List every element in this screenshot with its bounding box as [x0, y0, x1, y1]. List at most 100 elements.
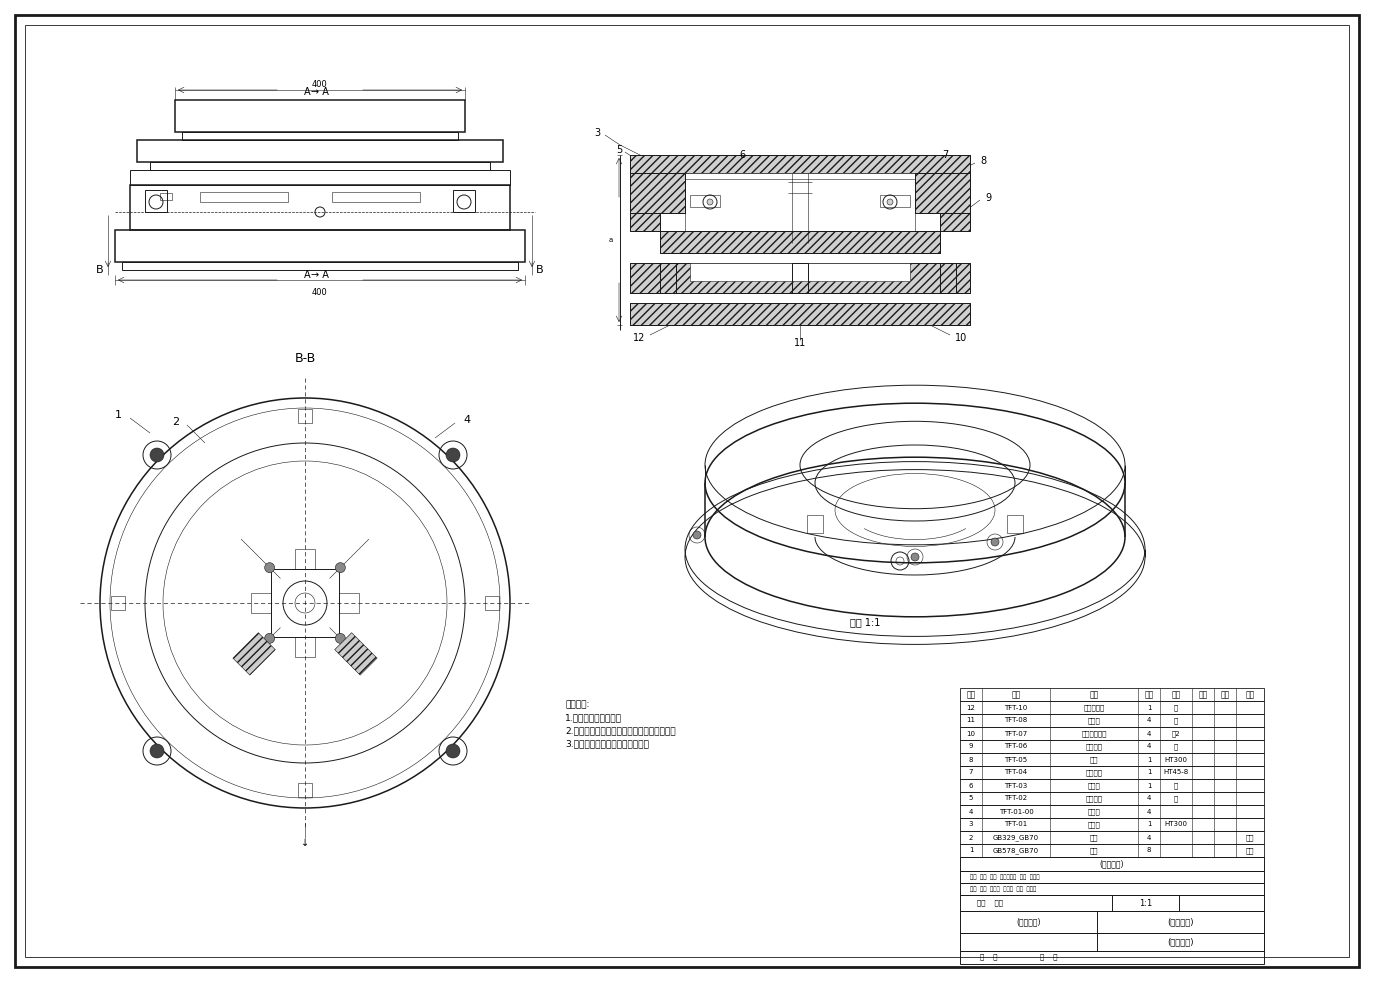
- Text: 轴心连钉: 轴心连钉: [1085, 743, 1102, 750]
- Bar: [251, 593, 271, 613]
- Text: 铝: 铝: [1173, 717, 1178, 724]
- Bar: [131, 170, 510, 185]
- Bar: [1096, 911, 1264, 933]
- Circle shape: [991, 538, 999, 546]
- Bar: [631, 303, 970, 325]
- Text: 5: 5: [616, 145, 622, 155]
- Text: 1: 1: [1147, 756, 1151, 762]
- Bar: [960, 753, 1264, 766]
- Bar: [631, 303, 970, 325]
- Text: 螺钉: 螺钉: [1090, 834, 1098, 841]
- Bar: [960, 714, 1264, 727]
- Text: TFT-10: TFT-10: [1004, 704, 1028, 711]
- Text: 平平连钉: 平平连钉: [1085, 795, 1102, 802]
- Bar: [122, 262, 518, 270]
- Text: 1.如图所示安装夹具。: 1.如图所示安装夹具。: [565, 714, 622, 723]
- Text: 1: 1: [1147, 783, 1151, 789]
- Text: 5: 5: [969, 795, 973, 801]
- Text: → A: → A: [311, 87, 328, 97]
- Text: 11: 11: [794, 338, 807, 348]
- Bar: [960, 766, 1264, 779]
- Text: 螺钉: 螺钉: [1090, 847, 1098, 853]
- Bar: [1007, 515, 1024, 533]
- Text: 2: 2: [172, 417, 179, 427]
- Text: 调整座: 调整座: [1088, 808, 1101, 815]
- Text: 标配: 标配: [1246, 847, 1254, 853]
- Text: 2: 2: [969, 835, 973, 841]
- Bar: [940, 263, 956, 293]
- Text: 铝2: 铝2: [1172, 731, 1180, 736]
- Bar: [960, 911, 1264, 933]
- Bar: [960, 688, 1264, 701]
- Text: 销齿钉: 销齿钉: [1088, 717, 1101, 724]
- Bar: [485, 596, 499, 610]
- Text: TFT-01: TFT-01: [1004, 822, 1028, 828]
- Bar: [631, 213, 660, 231]
- Text: 4: 4: [1147, 795, 1151, 801]
- Text: 12: 12: [966, 704, 976, 711]
- Text: 铝: 铝: [1173, 783, 1178, 789]
- Bar: [660, 231, 940, 253]
- Bar: [879, 195, 910, 207]
- Text: 8: 8: [969, 756, 973, 762]
- Bar: [960, 895, 1264, 911]
- Text: 4: 4: [1147, 718, 1151, 724]
- Text: 400: 400: [312, 80, 328, 88]
- Bar: [333, 192, 420, 202]
- Circle shape: [150, 744, 164, 758]
- Bar: [960, 779, 1264, 792]
- Text: 6: 6: [969, 783, 973, 789]
- Bar: [159, 193, 172, 200]
- Text: 工装台: 工装台: [1088, 821, 1101, 828]
- Bar: [660, 231, 940, 253]
- Bar: [232, 632, 275, 675]
- Bar: [174, 100, 464, 132]
- Bar: [335, 632, 376, 675]
- Text: 质量    批准: 质量 批准: [977, 900, 1003, 906]
- Text: 单重: 单重: [1198, 690, 1208, 699]
- Text: 1: 1: [969, 847, 973, 853]
- Bar: [940, 213, 970, 231]
- Text: 9: 9: [985, 193, 991, 203]
- Circle shape: [708, 199, 713, 205]
- Text: HT300: HT300: [1165, 822, 1187, 828]
- Text: HT45-8: HT45-8: [1164, 770, 1189, 776]
- Bar: [298, 409, 312, 423]
- Text: 铝: 铝: [1173, 795, 1178, 802]
- Bar: [960, 844, 1264, 857]
- Bar: [631, 173, 686, 213]
- Text: 9: 9: [969, 743, 973, 749]
- Bar: [631, 155, 970, 173]
- Text: 1:1: 1:1: [1139, 899, 1151, 907]
- Text: 10: 10: [955, 333, 967, 343]
- Bar: [960, 857, 1264, 871]
- Bar: [271, 569, 339, 637]
- Bar: [295, 549, 315, 569]
- Text: 1: 1: [1147, 822, 1151, 828]
- Bar: [960, 818, 1264, 831]
- Text: 3.装配后，所有零件运行无卡楞。: 3.装配后，所有零件运行无卡楞。: [565, 739, 649, 748]
- Text: 材料: 材料: [1172, 690, 1180, 699]
- Text: 轴心平台: 轴心平台: [1085, 769, 1102, 776]
- Text: 代号: 代号: [1011, 690, 1021, 699]
- Circle shape: [335, 633, 345, 643]
- Circle shape: [447, 448, 460, 462]
- Circle shape: [911, 553, 919, 561]
- Text: 铝: 铝: [1173, 704, 1178, 711]
- Bar: [1112, 895, 1179, 911]
- Text: A: A: [304, 270, 311, 280]
- Text: 总重: 总重: [1220, 690, 1230, 699]
- Bar: [690, 263, 910, 281]
- Bar: [686, 173, 915, 179]
- Text: (零件名称): (零件名称): [1167, 917, 1194, 926]
- Bar: [631, 263, 970, 293]
- Text: 1: 1: [115, 410, 122, 420]
- Bar: [686, 173, 915, 243]
- Text: B: B: [96, 265, 104, 275]
- Bar: [660, 263, 676, 293]
- Bar: [940, 263, 956, 293]
- Text: 铝: 铝: [1173, 743, 1178, 750]
- Circle shape: [447, 744, 460, 758]
- Bar: [690, 195, 720, 207]
- Bar: [631, 263, 970, 293]
